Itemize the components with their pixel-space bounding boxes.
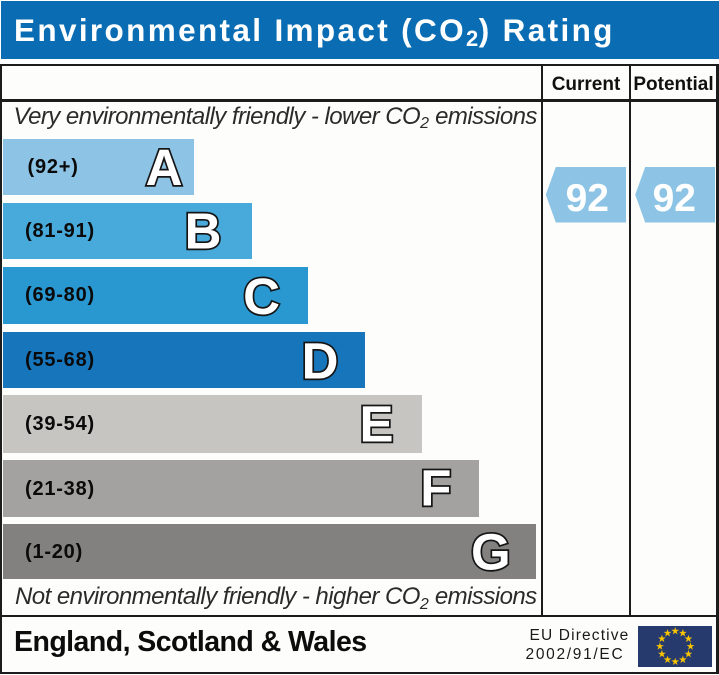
svg-text:D: D [302,333,339,390]
svg-text:A: A [146,139,183,196]
svg-text:C: C [243,268,280,325]
svg-text:F: F [420,459,451,516]
svg-text:G: G [471,523,511,580]
svg-text:E: E [359,396,393,453]
svg-text:92: 92 [566,177,609,220]
svg-text:92: 92 [653,177,696,220]
svg-text:B: B [185,202,222,259]
